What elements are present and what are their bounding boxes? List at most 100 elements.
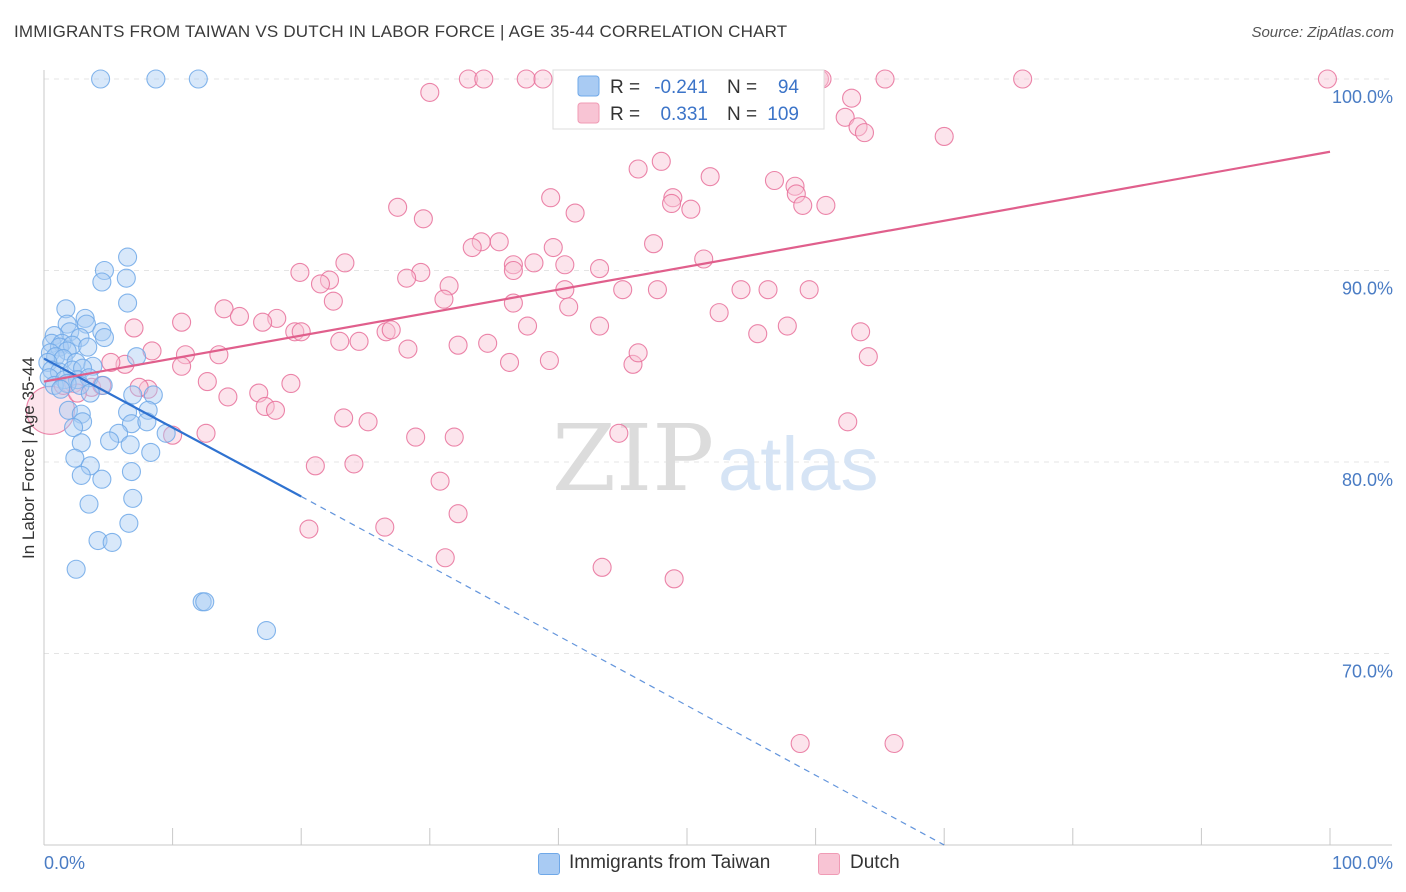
legend-label-dutch: Dutch	[850, 852, 900, 873]
dutch-point	[628, 343, 648, 363]
dutch-point	[565, 203, 585, 223]
taiwan-point	[123, 488, 143, 508]
dutch-point	[1013, 69, 1033, 89]
dutch-point	[790, 733, 810, 754]
taiwan-point	[256, 620, 277, 641]
dutch-point	[291, 322, 311, 342]
dutch-point	[835, 107, 855, 127]
taiwan-point	[102, 532, 122, 552]
taiwan-point	[70, 327, 90, 348]
dutch-point	[172, 312, 192, 332]
dutch-point	[816, 195, 836, 215]
trend-line-taiwan	[43, 357, 302, 498]
dutch-point	[875, 69, 895, 89]
dutch-point	[334, 408, 354, 428]
dutch-point	[214, 299, 234, 319]
taiwan-point	[57, 314, 77, 334]
dutch-point	[299, 519, 319, 539]
trend-lines	[43, 150, 1331, 846]
y-tick-label: 70.0%	[1342, 662, 1393, 682]
dutch-point	[539, 350, 559, 371]
legend-swatch-dutch	[818, 853, 840, 875]
dutch-point	[323, 291, 343, 311]
taiwan-point	[51, 379, 71, 399]
dutch-point	[388, 197, 408, 217]
dutch-point	[609, 423, 629, 443]
taiwan-point	[94, 260, 114, 281]
watermark-atlas: atlas	[718, 422, 879, 507]
taiwan-point	[119, 513, 139, 533]
dutch-point	[664, 569, 684, 589]
stats-n-value-taiwan: 94	[778, 77, 800, 98]
y-axis-label: In Labor Force | Age 35-44	[19, 357, 38, 559]
stats-r-value-dutch: 0.331	[660, 104, 708, 125]
stats-n-label-dutch: N =	[727, 104, 757, 125]
taiwan-point	[120, 435, 140, 455]
dutch-point	[748, 324, 768, 344]
dutch-point	[842, 88, 862, 108]
y-tick-labels: 70.0% 80.0% 90.0% 100.0%	[1332, 87, 1393, 682]
y-tick-label: 80.0%	[1342, 470, 1393, 490]
dutch-point	[229, 306, 250, 327]
dutch-point	[406, 427, 426, 447]
dutch-point	[590, 259, 610, 279]
dutch-point	[533, 69, 553, 89]
dutch-point	[764, 170, 784, 191]
dutch-point	[681, 199, 701, 219]
dutch-point	[267, 308, 287, 328]
dutch-point	[592, 557, 612, 577]
dutch-point	[644, 234, 664, 254]
dutch-point	[281, 373, 301, 394]
dutch-point	[290, 262, 310, 282]
dutch-point	[700, 167, 720, 187]
taiwan-point	[78, 337, 98, 357]
dutch-point	[709, 303, 729, 323]
taiwan-point	[88, 530, 108, 551]
y-tick-label: 90.0%	[1342, 279, 1393, 299]
dutch-point	[786, 184, 806, 204]
dutch-point	[444, 427, 464, 447]
taiwan-point	[188, 69, 208, 89]
watermark: ZIP atlas	[552, 405, 879, 512]
dutch-point	[434, 289, 454, 309]
taiwan-point	[141, 442, 161, 462]
dutch-point	[543, 237, 563, 258]
stats-legend: R = -0.241 N = 94 R = 0.331 N = 109	[552, 69, 825, 130]
legend-label-taiwan: Immigrants from Taiwan	[569, 852, 771, 873]
dutch-point	[478, 333, 498, 353]
dutch-point	[489, 232, 509, 252]
dutch-point	[541, 188, 561, 208]
taiwan-point	[56, 299, 76, 319]
x-ticks	[172, 828, 1331, 845]
dutch-point	[255, 396, 275, 417]
dutch-point	[517, 316, 538, 336]
series-taiwan	[38, 69, 277, 641]
taiwan-point	[91, 69, 111, 89]
dutch-point	[310, 274, 331, 294]
dutch-point	[196, 423, 216, 443]
taiwan-point	[92, 272, 112, 292]
dutch-point	[330, 331, 350, 351]
taiwan-point	[75, 308, 95, 328]
dutch-point	[854, 123, 875, 143]
x-tick-label-max: 100.0%	[1332, 853, 1393, 873]
dutch-point	[381, 320, 401, 340]
x-tick-label-min: 0.0%	[44, 853, 85, 873]
source-label: Source: ZipAtlas.com	[1251, 24, 1394, 41]
dutch-point	[197, 372, 217, 392]
dutch-point	[499, 352, 520, 372]
dutch-point	[1317, 69, 1337, 89]
dutch-point	[305, 456, 325, 476]
taiwan-point	[121, 462, 141, 482]
taiwan-point	[100, 431, 120, 451]
bottom-legend: Immigrants from Taiwan Dutch	[0, 850, 1406, 880]
dutch-point	[458, 69, 478, 89]
dutch-point	[448, 504, 468, 524]
dutch-point	[777, 316, 797, 336]
dutch-point	[335, 253, 355, 273]
dutch-point	[375, 517, 395, 537]
dutch-point	[397, 268, 417, 288]
dutch-point	[172, 356, 192, 376]
dutch-point	[253, 312, 273, 332]
dutch-point	[358, 412, 378, 432]
